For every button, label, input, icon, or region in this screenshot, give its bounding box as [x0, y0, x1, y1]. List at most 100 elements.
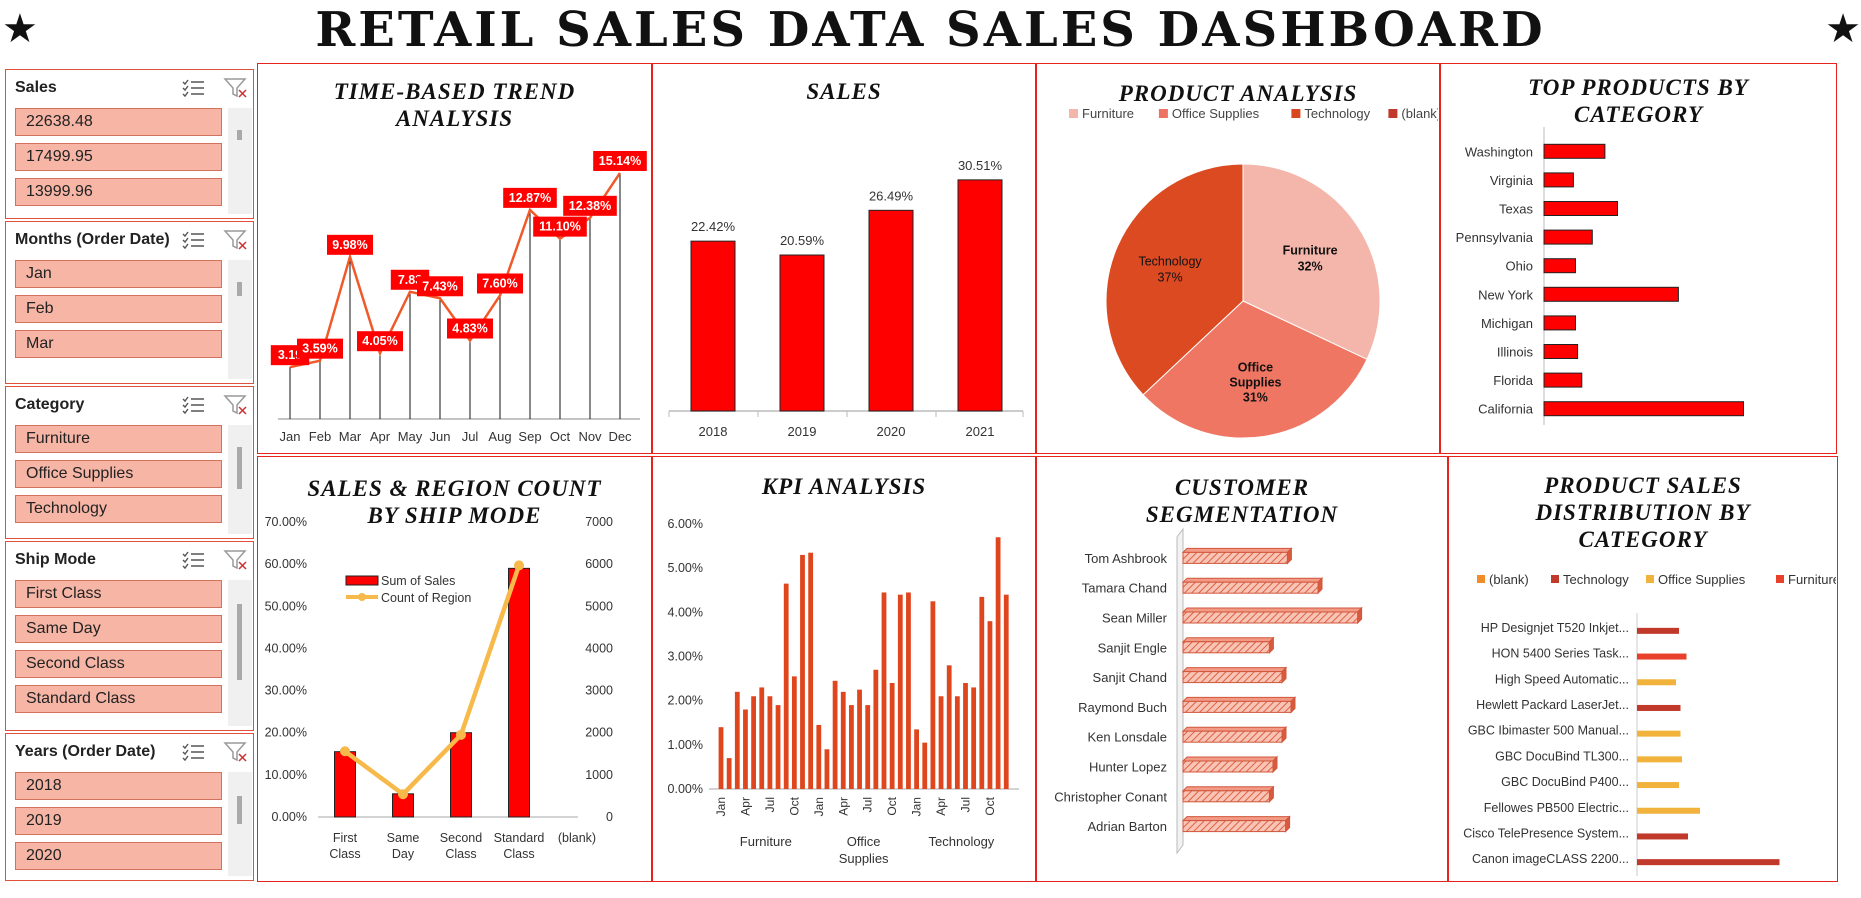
x-tick-label: Jul [462, 429, 479, 444]
slicer-item[interactable]: 17499.95 [15, 143, 222, 171]
y-tick-label: HON 5400 Series Task... [1492, 647, 1629, 661]
slicer-scrollbar[interactable] [228, 772, 252, 876]
slicer-item[interactable]: Technology [15, 495, 222, 523]
y-tick-label: 10.00% [265, 768, 307, 782]
y2-tick-label: 6000 [585, 557, 613, 571]
customer-bar [1182, 611, 1359, 624]
y-tick-label: Sanjit Engle [1098, 640, 1167, 655]
kpi-bar [849, 705, 854, 789]
y-tick-label: 2.00% [668, 694, 703, 708]
legend-label: (blank) [1401, 106, 1438, 121]
customer-bar-top [1181, 667, 1288, 673]
y-tick-label: Hewlett Packard LaserJet... [1476, 698, 1629, 712]
sum-of-sales-bar [508, 567, 530, 818]
kpi-column-chart: 0.00% 1.00% 2.00% 3.00% 4.00% 5.00% 6.00% Jan Ap… [668, 517, 1019, 866]
top-product-bar [1543, 258, 1576, 274]
trend-title-line1: TIME-BASED TREND [333, 79, 576, 104]
kpi-bar [1003, 594, 1009, 789]
legend-swatch [1776, 575, 1784, 583]
customer-bar [1182, 820, 1287, 833]
y-tick-label: Ohio [1506, 259, 1533, 274]
top-product-bar [1543, 401, 1744, 417]
clear-filter-icon[interactable] [223, 228, 249, 252]
slicer-scrollbar[interactable] [228, 260, 252, 379]
clear-filter-icon[interactable] [223, 76, 249, 100]
slicer-item[interactable]: Feb [15, 295, 222, 323]
slicer-item[interactable]: Furniture [15, 425, 222, 453]
customer-bar-top [1181, 637, 1275, 643]
legend-label: Technology [1563, 572, 1629, 587]
x-tick-label: Jan [812, 797, 826, 816]
x-tick-label: Apr [934, 797, 948, 816]
panel-product: PRODUCT ANALYSIS Furniture Office Supplie… [1036, 63, 1440, 454]
data-label-box [417, 276, 463, 297]
slicer-scrollbar[interactable] [228, 580, 252, 726]
x-tick-label: 2018 [699, 424, 728, 439]
slicer-item[interactable]: Same Day [15, 615, 222, 643]
star-icon-right: ★ [1825, 6, 1861, 52]
y-tick-label: Hunter Lopez [1089, 760, 1167, 775]
data-label: 11.10% [539, 220, 581, 234]
kpi-bar [832, 680, 838, 789]
slicer-item[interactable]: 2020 [15, 842, 222, 870]
slicer-item[interactable]: Office Supplies [15, 460, 222, 488]
count-of-region-point [514, 560, 524, 571]
slicer-item[interactable]: Mar [15, 330, 222, 358]
legend-marker [358, 593, 366, 601]
data-label-box [563, 195, 617, 216]
kpi-bar [791, 676, 797, 789]
panel-shipmode: SALES & REGION COUNT BY SHIP MODE 0.00% 1… [257, 456, 652, 882]
customer-bar [1182, 581, 1319, 594]
scrollbar-thumb[interactable] [237, 796, 242, 824]
slicer-item[interactable]: 2018 [15, 772, 222, 800]
shipmode-title-line1: SALES & REGION COUNT [307, 476, 602, 501]
sales-bar-label: 22.42% [691, 219, 736, 234]
slicer-item[interactable]: 22638.48 [15, 108, 222, 136]
scrollbar-thumb[interactable] [237, 604, 242, 680]
slicer-scrollbar[interactable] [228, 425, 252, 534]
y-tick-label: New York [1478, 287, 1533, 302]
slicer-item[interactable]: First Class [15, 580, 222, 608]
data-label: 3.59% [302, 342, 337, 356]
clear-filter-icon[interactable] [223, 740, 249, 764]
y-tick-label: Canon imageCLASS 2200... [1472, 852, 1629, 866]
multi-select-icon[interactable] [182, 395, 206, 415]
kpi-bar [767, 696, 773, 789]
kpi-bar [743, 709, 748, 789]
scrollbar-thumb[interactable] [237, 282, 242, 296]
multi-select-icon[interactable] [182, 78, 206, 98]
data-label: 12.38% [569, 199, 611, 213]
scrollbar-thumb[interactable] [237, 130, 242, 140]
pie-pct: 32% [1298, 259, 1323, 273]
slicer-item[interactable]: Jan [15, 260, 222, 288]
slicer-scrollbar[interactable] [228, 108, 252, 214]
kpi-bar [954, 696, 960, 789]
slicer-item[interactable]: Second Class [15, 650, 222, 678]
y-tick-label: Christopher Conant [1054, 789, 1167, 804]
slicer-header: Months (Order Date) [6, 222, 253, 256]
y-tick-label: GBC DocuBind TL300... [1495, 749, 1629, 763]
x-tick-label: Class [503, 847, 534, 861]
slicer-item[interactable]: Standard Class [15, 685, 222, 713]
scrollbar-thumb[interactable] [237, 447, 242, 489]
panel-trend: TIME-BASED TREND ANALYSIS Jan Feb Mar Apr Ma… [257, 63, 652, 454]
y-tick-label: 4.00% [668, 605, 703, 619]
multi-select-icon[interactable] [182, 550, 206, 570]
clear-filter-icon[interactable] [223, 548, 249, 572]
x-tick-label: Standard [494, 831, 545, 845]
x-tick-label: Apr [836, 797, 850, 816]
data-label-box [593, 150, 647, 171]
pie-label: Technology [1138, 254, 1202, 268]
multi-select-icon[interactable] [182, 742, 206, 762]
x-tick-label: Aug [488, 429, 511, 444]
dashboard-title: RETAIL SALES DATA SALES DASHBOARD [315, 2, 1546, 58]
customer-bar [1182, 700, 1292, 713]
slicer-item[interactable]: 13999.96 [15, 178, 222, 206]
legend-swatch [1291, 109, 1301, 118]
slicer-item[interactable]: 2019 [15, 807, 222, 835]
clear-filter-icon[interactable] [223, 393, 249, 417]
customer-bar [1182, 671, 1283, 684]
multi-select-icon[interactable] [182, 230, 206, 250]
data-label-box [477, 273, 523, 294]
legend-label: Furniture [1788, 572, 1836, 587]
